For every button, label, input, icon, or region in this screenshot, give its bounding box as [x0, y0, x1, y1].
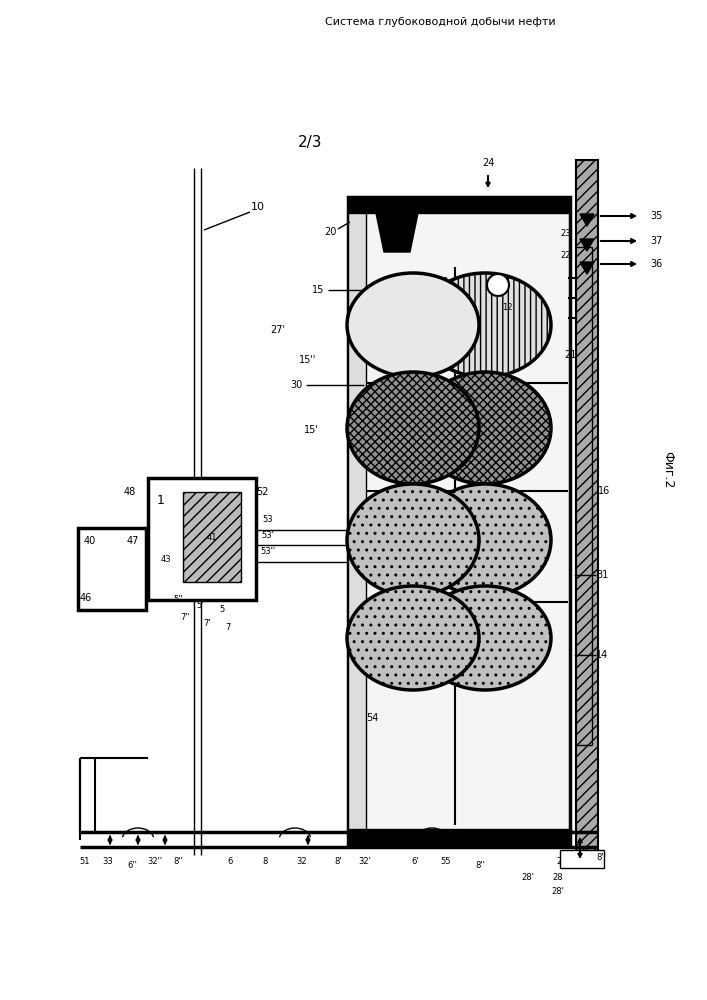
Text: 27: 27	[450, 296, 460, 304]
Text: 5': 5'	[197, 600, 204, 609]
Ellipse shape	[347, 273, 479, 377]
Ellipse shape	[347, 484, 479, 596]
Text: 32: 32	[297, 857, 308, 866]
Text: G: G	[379, 320, 387, 330]
Text: 53'': 53''	[260, 548, 276, 556]
Text: 27': 27'	[271, 325, 286, 335]
Ellipse shape	[419, 273, 551, 377]
Circle shape	[487, 274, 509, 296]
Text: 48: 48	[124, 487, 136, 497]
Ellipse shape	[419, 484, 551, 596]
Text: 46: 46	[80, 593, 92, 603]
Bar	[560, 850, 604, 868]
Ellipse shape	[419, 586, 551, 690]
Text: 22: 22	[561, 251, 571, 260]
Text: 12: 12	[502, 302, 513, 312]
Text: 43: 43	[160, 556, 171, 564]
Text: 10: 10	[251, 202, 265, 212]
Bar	[148, 478, 256, 600]
Text: Фиг.2: Фиг.2	[662, 451, 674, 489]
Text: 5: 5	[219, 605, 225, 614]
Ellipse shape	[347, 586, 479, 690]
Text: 15': 15'	[303, 425, 318, 435]
Bar	[348, 197, 570, 845]
Text: 8'': 8''	[173, 857, 183, 866]
Text: 53': 53'	[262, 530, 274, 540]
Text: 33: 33	[103, 857, 113, 866]
Text: 36: 36	[650, 259, 662, 269]
Text: W: W	[467, 320, 479, 330]
Text: 32': 32'	[358, 857, 371, 866]
Text: 30: 30	[290, 380, 302, 390]
Text: 28: 28	[556, 857, 567, 866]
Ellipse shape	[419, 372, 551, 484]
Text: 6: 6	[228, 857, 233, 866]
Polygon shape	[580, 262, 594, 274]
Polygon shape	[376, 213, 418, 252]
Text: 15: 15	[312, 285, 325, 295]
Text: 8'': 8''	[475, 860, 485, 869]
Text: 41: 41	[206, 532, 217, 542]
Text: 54: 54	[366, 713, 378, 723]
Text: 7: 7	[226, 624, 230, 633]
Text: 28: 28	[553, 874, 563, 882]
Text: W: W	[467, 423, 479, 433]
Text: 28': 28'	[522, 874, 534, 882]
Text: 6': 6'	[411, 857, 419, 866]
Text: 47: 47	[127, 536, 139, 546]
Text: 8': 8'	[334, 857, 341, 866]
Text: 8: 8	[262, 857, 268, 866]
Text: 2/3: 2/3	[298, 135, 322, 150]
Bar	[348, 197, 570, 213]
Text: 53: 53	[263, 516, 274, 524]
Text: 14: 14	[596, 650, 608, 660]
Text: 7': 7'	[203, 618, 211, 628]
Text: 5'': 5''	[173, 595, 183, 604]
Polygon shape	[580, 214, 594, 226]
Text: 35: 35	[650, 211, 662, 221]
Text: 55: 55	[440, 857, 451, 866]
Ellipse shape	[347, 372, 479, 484]
Text: 22: 22	[493, 280, 503, 290]
Text: 26: 26	[425, 288, 436, 296]
Text: 40: 40	[84, 536, 96, 546]
Text: 31: 31	[596, 570, 608, 580]
Text: 8'': 8''	[596, 854, 606, 862]
Text: 3: 3	[397, 656, 403, 664]
Text: 12: 12	[467, 306, 477, 314]
Text: 52: 52	[256, 487, 269, 497]
Text: Система глубоководной добычи нефти: Система глубоководной добычи нефти	[325, 17, 555, 27]
Text: O: O	[379, 535, 387, 545]
Text: 20: 20	[324, 227, 337, 237]
Text: 23: 23	[561, 229, 571, 237]
Text: 7'': 7''	[180, 613, 190, 622]
Text: 28': 28'	[551, 888, 564, 896]
Text: 21: 21	[563, 350, 576, 360]
Text: 6'': 6''	[127, 860, 137, 869]
Text: 51: 51	[80, 857, 90, 866]
Text: 24: 24	[481, 158, 494, 168]
Bar	[348, 197, 366, 845]
Polygon shape	[580, 239, 594, 251]
Text: 27: 27	[438, 277, 448, 286]
Text: 16: 16	[598, 486, 610, 496]
Text: 37: 37	[650, 236, 662, 246]
Bar	[183, 492, 241, 582]
Bar	[348, 829, 570, 845]
Text: O: O	[379, 633, 387, 643]
Text: 1: 1	[157, 493, 165, 506]
Text: O: O	[423, 320, 431, 330]
Text: W: W	[421, 535, 433, 545]
Text: 24: 24	[561, 204, 571, 213]
Text: W: W	[421, 633, 433, 643]
Text: W: W	[421, 423, 433, 433]
Bar	[576, 160, 598, 860]
Bar	[78, 528, 146, 610]
Text: 32'': 32''	[148, 857, 163, 866]
Text: 15'': 15''	[299, 355, 317, 365]
